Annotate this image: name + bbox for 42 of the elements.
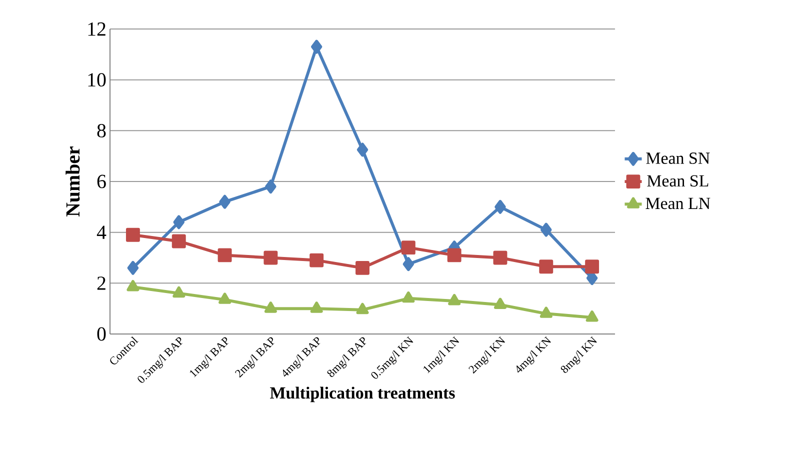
point [493,250,508,265]
point [310,253,324,268]
point [448,294,461,306]
point [356,302,369,314]
legend-label: Mean LN [646,198,710,210]
point [494,298,506,310]
point [585,260,600,274]
point [264,250,278,265]
point [218,292,232,304]
y-tick-label: 4 [96,226,106,239]
point [356,142,368,157]
y-tick-label: 6 [97,174,106,188]
legend-label: Mean SL [647,175,708,187]
y-tick-label: 0 [97,327,106,341]
point [310,302,323,313]
point [401,240,416,255]
point [173,215,184,230]
point [540,306,552,318]
point [494,200,506,214]
point [539,260,554,274]
y-tick-label: 2 [97,276,106,290]
point [219,194,230,209]
point [264,302,277,313]
point [127,260,139,275]
y-tick-label: 8 [97,124,106,138]
point [172,234,186,248]
point [126,280,140,292]
point [586,310,598,322]
y-tick-label: 10 [88,73,106,87]
y-axis-title: Number [66,146,80,217]
point [402,257,414,272]
y-tick-label: 12 [88,22,106,36]
point [356,260,370,275]
point [126,228,140,242]
legend-label: Mean SN [646,152,710,164]
point [172,286,186,298]
point [218,248,232,262]
x-axis-title: Multiplication treatments [270,386,455,402]
point [540,222,552,237]
point [265,180,276,194]
point [447,248,462,262]
point [402,291,415,303]
